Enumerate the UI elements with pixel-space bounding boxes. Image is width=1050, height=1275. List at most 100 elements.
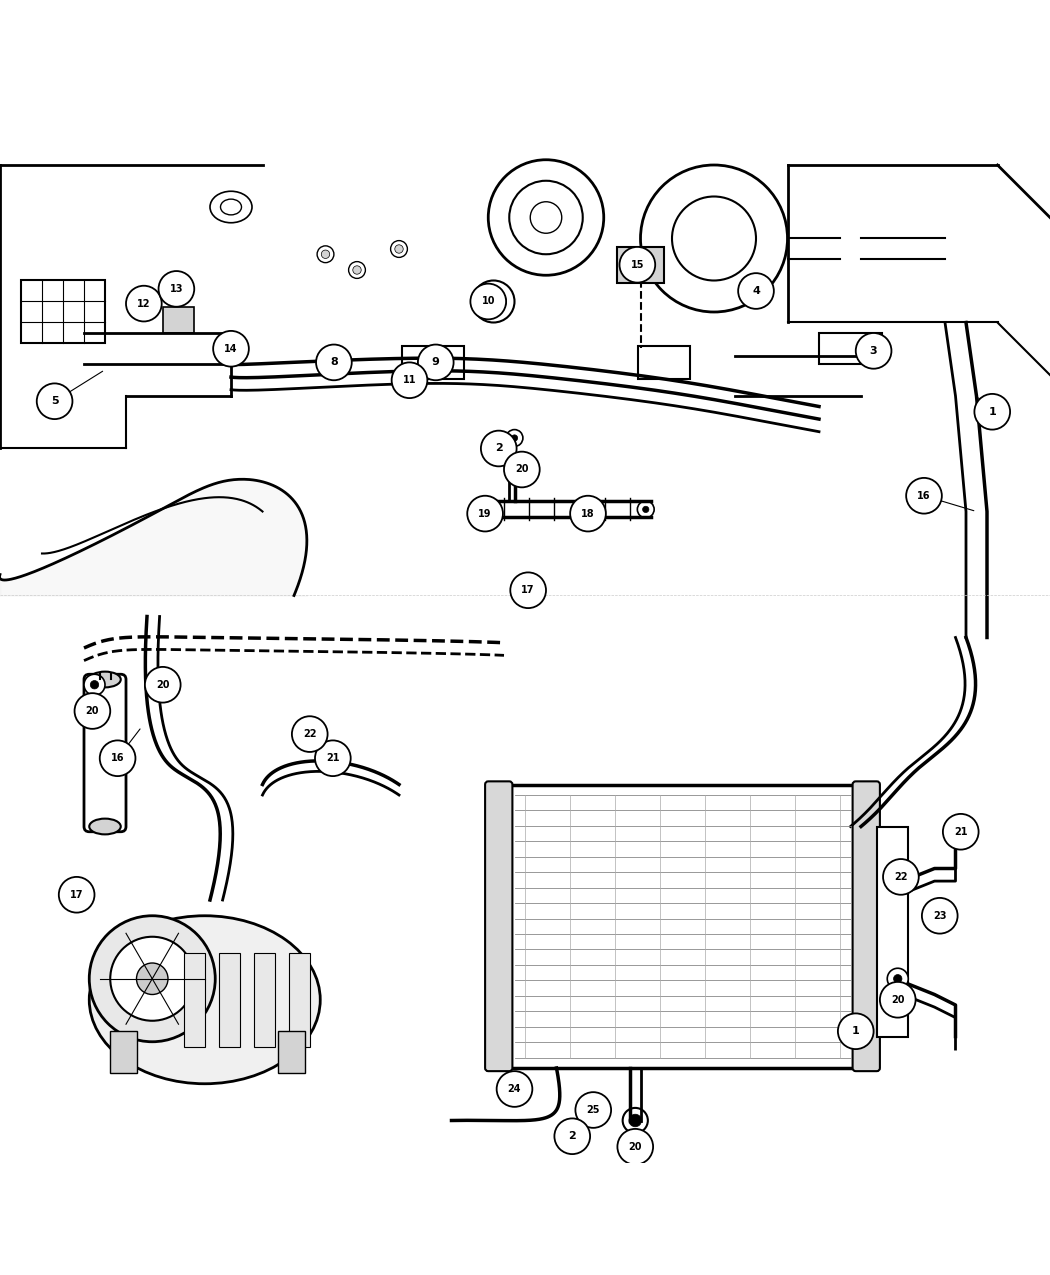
Text: 21: 21 [954, 826, 967, 836]
Circle shape [317, 246, 334, 263]
FancyBboxPatch shape [819, 333, 882, 365]
Text: 16: 16 [918, 491, 930, 501]
Circle shape [315, 741, 351, 776]
Text: 3: 3 [869, 346, 878, 356]
Circle shape [59, 877, 94, 913]
Circle shape [838, 1014, 874, 1049]
Circle shape [90, 681, 99, 688]
Text: 20: 20 [516, 464, 528, 474]
Circle shape [481, 431, 517, 467]
Circle shape [213, 332, 249, 367]
Circle shape [75, 694, 110, 729]
Text: 12: 12 [138, 298, 150, 309]
Circle shape [152, 669, 173, 690]
Circle shape [504, 456, 521, 473]
Circle shape [883, 859, 919, 895]
Circle shape [100, 741, 135, 776]
Circle shape [472, 280, 514, 323]
FancyBboxPatch shape [254, 952, 275, 1047]
Text: 18: 18 [582, 509, 594, 519]
Text: 14: 14 [225, 344, 237, 353]
Circle shape [481, 289, 506, 314]
Circle shape [353, 265, 361, 274]
Circle shape [738, 273, 774, 309]
Text: 10: 10 [482, 297, 495, 306]
Text: 20: 20 [86, 706, 99, 717]
Circle shape [943, 813, 979, 849]
Text: 13: 13 [170, 284, 183, 295]
Circle shape [467, 496, 503, 532]
Text: 15: 15 [631, 260, 644, 270]
FancyBboxPatch shape [289, 952, 310, 1047]
Text: 20: 20 [156, 680, 169, 690]
FancyBboxPatch shape [184, 952, 205, 1047]
Circle shape [497, 1071, 532, 1107]
Text: 11: 11 [403, 375, 416, 385]
FancyBboxPatch shape [278, 1031, 304, 1074]
FancyBboxPatch shape [853, 782, 880, 1071]
Circle shape [629, 1114, 642, 1127]
Circle shape [392, 362, 427, 398]
Text: 20: 20 [629, 1141, 642, 1151]
Text: 1: 1 [988, 407, 996, 417]
Circle shape [856, 333, 891, 368]
Text: 9: 9 [432, 357, 440, 367]
Circle shape [880, 982, 916, 1017]
FancyBboxPatch shape [638, 346, 690, 379]
Circle shape [575, 1093, 611, 1128]
Circle shape [136, 963, 168, 994]
Circle shape [894, 974, 902, 983]
Circle shape [504, 451, 540, 487]
Circle shape [509, 462, 516, 468]
Ellipse shape [89, 819, 121, 834]
Text: 24: 24 [508, 1084, 521, 1094]
FancyBboxPatch shape [504, 784, 861, 1068]
Circle shape [643, 506, 649, 513]
Circle shape [468, 504, 489, 524]
Circle shape [418, 344, 454, 380]
FancyBboxPatch shape [218, 952, 239, 1047]
Circle shape [554, 1118, 590, 1154]
Text: 22: 22 [895, 872, 907, 882]
Text: 17: 17 [70, 890, 83, 900]
Text: 4: 4 [752, 286, 760, 296]
Circle shape [126, 286, 162, 321]
Circle shape [316, 344, 352, 380]
Text: 19: 19 [479, 509, 491, 519]
Circle shape [974, 394, 1010, 430]
Circle shape [391, 241, 407, 258]
Circle shape [510, 572, 546, 608]
Circle shape [887, 968, 908, 989]
Circle shape [321, 250, 330, 259]
Text: 17: 17 [522, 585, 534, 595]
Circle shape [620, 247, 655, 283]
Text: 5: 5 [50, 397, 59, 407]
Ellipse shape [89, 915, 320, 1084]
FancyBboxPatch shape [877, 826, 908, 1037]
FancyBboxPatch shape [21, 280, 105, 343]
Circle shape [617, 1128, 653, 1164]
Circle shape [349, 261, 365, 278]
Circle shape [511, 435, 518, 441]
Circle shape [906, 478, 942, 514]
Circle shape [89, 915, 215, 1042]
Text: 1: 1 [852, 1026, 860, 1037]
FancyBboxPatch shape [163, 307, 194, 333]
FancyBboxPatch shape [402, 346, 464, 379]
Circle shape [110, 937, 194, 1021]
Circle shape [637, 501, 654, 518]
Text: 2: 2 [495, 444, 503, 454]
FancyBboxPatch shape [617, 247, 664, 283]
Circle shape [84, 674, 105, 695]
Ellipse shape [89, 672, 121, 687]
Circle shape [292, 717, 328, 752]
Text: 16: 16 [111, 754, 124, 764]
Text: 2: 2 [568, 1131, 576, 1141]
Circle shape [570, 496, 606, 532]
Text: 25: 25 [587, 1105, 600, 1116]
FancyBboxPatch shape [110, 1031, 136, 1074]
Circle shape [506, 430, 523, 446]
FancyBboxPatch shape [485, 782, 512, 1071]
Text: 23: 23 [933, 910, 946, 921]
Circle shape [623, 1108, 648, 1133]
